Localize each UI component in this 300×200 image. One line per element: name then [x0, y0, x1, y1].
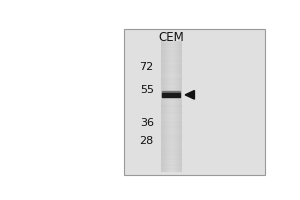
- Polygon shape: [185, 91, 194, 99]
- Bar: [162, 91, 181, 93]
- Bar: [162, 93, 181, 97]
- Text: 36: 36: [140, 118, 154, 128]
- Text: 28: 28: [140, 136, 154, 146]
- Text: 72: 72: [140, 62, 154, 72]
- Text: CEM: CEM: [158, 31, 184, 44]
- Text: 55: 55: [140, 85, 154, 95]
- Bar: [124, 29, 266, 175]
